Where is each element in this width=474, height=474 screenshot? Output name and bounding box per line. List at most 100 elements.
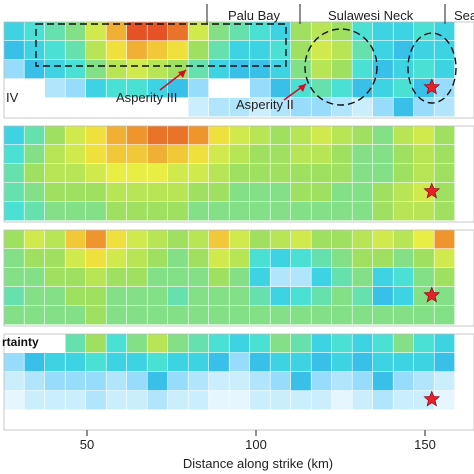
heatmap-cell <box>311 145 332 164</box>
heatmap-cell <box>65 372 86 391</box>
heatmap-cell <box>106 334 127 353</box>
heatmap-cell <box>4 353 24 372</box>
heatmap-cell <box>352 334 373 353</box>
heatmap-cell <box>106 287 127 306</box>
heatmap-cell <box>229 60 250 79</box>
heatmap-cell <box>250 98 270 117</box>
heatmap-cell <box>168 306 188 325</box>
heatmap-cell <box>168 126 188 145</box>
heatmap-cell <box>127 230 147 249</box>
heatmap-cell <box>270 334 291 353</box>
heatmap-cell <box>106 22 127 41</box>
heatmap-cell <box>332 79 352 98</box>
heatmap-cell <box>127 391 147 410</box>
heatmap-cell <box>86 249 106 268</box>
heatmap-cell <box>127 60 147 79</box>
heatmap-cell <box>86 98 106 117</box>
heatmap-cell <box>250 372 270 391</box>
epicenter-star-icon <box>423 78 441 95</box>
heatmap-cell <box>332 126 352 145</box>
heatmap-cell <box>4 164 24 183</box>
heatmap-cell <box>86 268 106 287</box>
heatmap-cell <box>229 202 250 221</box>
heatmap-cell <box>373 202 393 221</box>
heatmap-cell <box>393 249 414 268</box>
heatmap-cell <box>65 202 86 221</box>
heatmap-cell <box>270 306 291 325</box>
heatmap-cell <box>147 22 168 41</box>
heatmap-cell <box>414 230 434 249</box>
heatmap-cell <box>45 164 65 183</box>
heatmap-cell <box>352 353 373 372</box>
heatmap-cell <box>311 79 332 98</box>
heatmap-cell <box>24 230 45 249</box>
heatmap-cell <box>291 230 311 249</box>
heatmap-cell <box>270 183 291 202</box>
heatmap-cell <box>434 126 455 145</box>
heatmap-cell <box>311 60 332 79</box>
region-label-sea: Sea <box>454 8 474 23</box>
heatmap-cell <box>332 268 352 287</box>
heatmap-cell <box>24 145 45 164</box>
heatmap-cell <box>209 287 229 306</box>
heatmap-cell <box>147 98 168 117</box>
heatmap-cell <box>147 230 168 249</box>
heatmap-cell <box>188 306 209 325</box>
heatmap-cell <box>209 306 229 325</box>
heatmap-cell <box>106 391 127 410</box>
heatmap-cell <box>4 230 24 249</box>
heatmap-cell <box>373 126 393 145</box>
heatmap-cell <box>229 22 250 41</box>
heatmap-cell <box>291 145 311 164</box>
heatmap-cell <box>147 126 168 145</box>
heatmap-cell <box>188 372 209 391</box>
heatmap-cell <box>270 145 291 164</box>
heatmap-cell <box>24 126 45 145</box>
heatmap-cell <box>434 79 455 98</box>
heatmap-cell <box>250 268 270 287</box>
heatmap-cell <box>414 268 434 287</box>
heatmap-cell <box>434 41 455 60</box>
epicenter-star-icon <box>423 182 441 199</box>
heatmap-cell <box>352 306 373 325</box>
heatmap-cell <box>311 287 332 306</box>
heatmap-cell <box>332 306 352 325</box>
heatmap-cell <box>168 164 188 183</box>
heatmap-cell <box>188 126 209 145</box>
heatmap-cell <box>45 268 65 287</box>
panel-frame <box>3 21 474 119</box>
heatmap-cell <box>352 183 373 202</box>
heatmap-cell <box>373 372 393 391</box>
heatmap-cell <box>373 79 393 98</box>
heatmap-cell <box>352 98 373 117</box>
heatmap-cell <box>147 145 168 164</box>
heatmap-cell <box>106 98 127 117</box>
heatmap-cell <box>373 306 393 325</box>
heatmap-cell <box>127 202 147 221</box>
heatmap-cell <box>270 391 291 410</box>
heatmap-cell <box>270 202 291 221</box>
heatmap-cell <box>414 126 434 145</box>
heatmap-cell <box>270 164 291 183</box>
heatmap-cell <box>352 249 373 268</box>
heatmap-cell <box>332 391 352 410</box>
heatmap-cell <box>311 22 332 41</box>
heatmap-cell <box>45 145 65 164</box>
heatmap-cell <box>291 249 311 268</box>
heatmap-cell <box>352 22 373 41</box>
heatmap-cell <box>147 372 168 391</box>
heatmap-cell <box>414 249 434 268</box>
heatmap-cell <box>332 353 352 372</box>
heatmap-cell <box>229 391 250 410</box>
heatmap-cell <box>24 98 45 117</box>
annotation-overlay: Palu Bay Sulawesi Neck Sea IV Asperity I… <box>2 8 474 471</box>
heatmap-cell <box>373 334 393 353</box>
heatmap-cell <box>24 353 45 372</box>
heatmap-cell <box>24 60 45 79</box>
heatmap-cell <box>250 249 270 268</box>
heatmap-cell <box>373 22 393 41</box>
heatmap-cell <box>414 22 434 41</box>
heatmap-cell <box>86 353 106 372</box>
heatmap-cell <box>352 145 373 164</box>
heatmap-cell <box>373 268 393 287</box>
